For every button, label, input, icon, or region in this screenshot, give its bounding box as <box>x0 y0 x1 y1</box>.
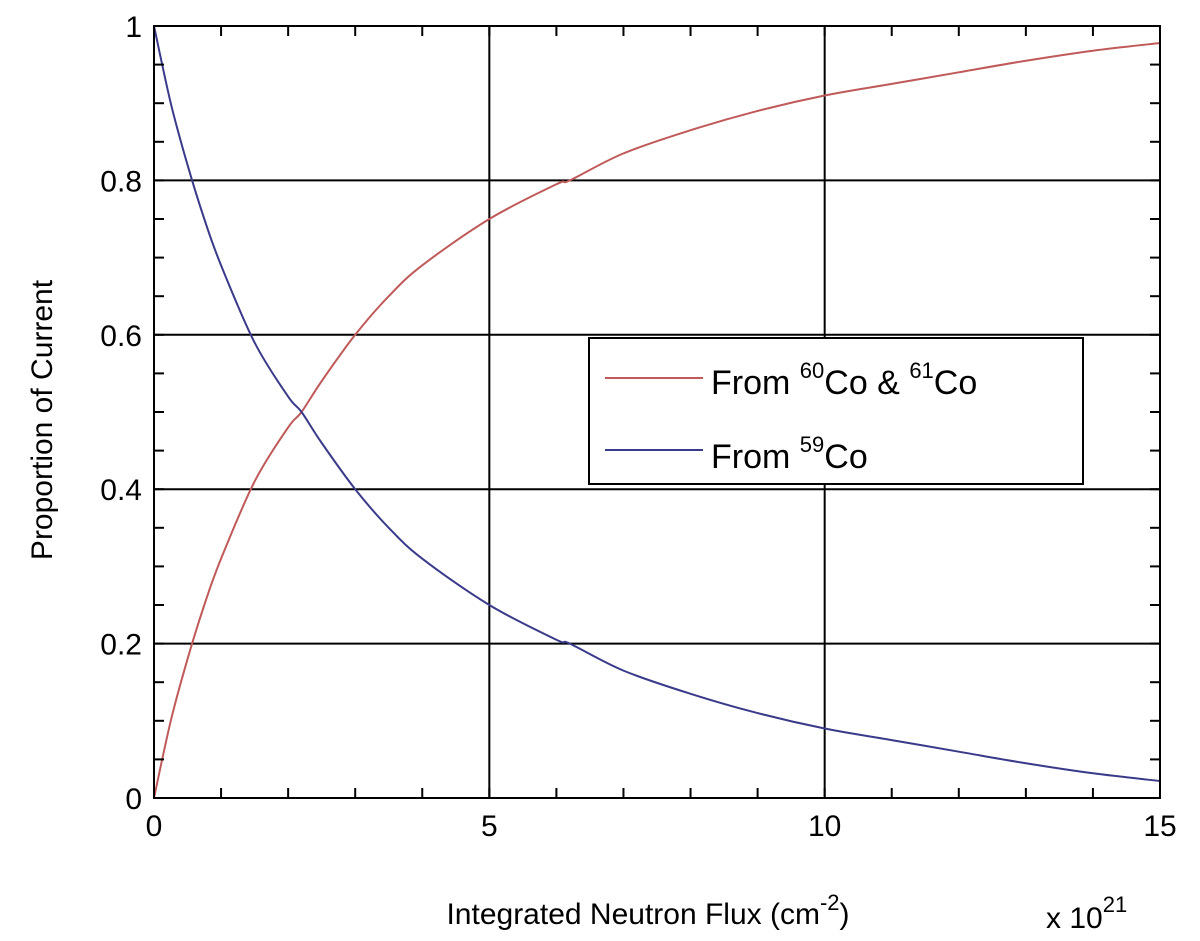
y-tick-label: 0.4 <box>100 474 142 507</box>
x-axis-title: Integrated Neutron Flux (cm-2) <box>446 890 849 931</box>
x-axis-multiplier: x 1021 <box>1046 892 1127 935</box>
series-line-1 <box>153 41 1161 799</box>
x-multiplier-prefix: x 10 <box>1046 902 1103 935</box>
legend: From 60Co & 61Co From 59Co <box>588 337 1084 485</box>
legend-box <box>588 337 1084 485</box>
x-tick-label: 0 <box>146 810 163 843</box>
y-tick-label: 0.2 <box>100 629 142 662</box>
legend-label-series-2: From 59Co <box>711 432 868 476</box>
x-axis-title-main: Integrated Neutron Flux (cm <box>446 898 820 931</box>
x-multiplier-exponent: 21 <box>1103 892 1127 917</box>
y-axis-title: Proportion of Current <box>26 279 59 560</box>
grid <box>154 26 1160 798</box>
y-tick-label: 1 <box>125 11 142 44</box>
legend-label-series-1: From 60Co & 61Co <box>711 358 977 402</box>
series-line-2 <box>153 25 1161 783</box>
x-axis-title-exponent: -2 <box>820 890 840 915</box>
x-tick-label: 10 <box>808 810 841 843</box>
x-axis-title-close: ) <box>840 898 850 931</box>
series-layer <box>153 25 1161 799</box>
x-tick-label: 15 <box>1143 810 1176 843</box>
x-tick-label: 5 <box>481 810 498 843</box>
ticks: 0 5 10 15 0 0.2 0.4 0.6 0.8 1 <box>100 11 1176 843</box>
y-tick-label: 0.8 <box>100 165 142 198</box>
y-tick-label: 0 <box>125 783 142 816</box>
y-tick-label: 0.6 <box>100 320 142 353</box>
